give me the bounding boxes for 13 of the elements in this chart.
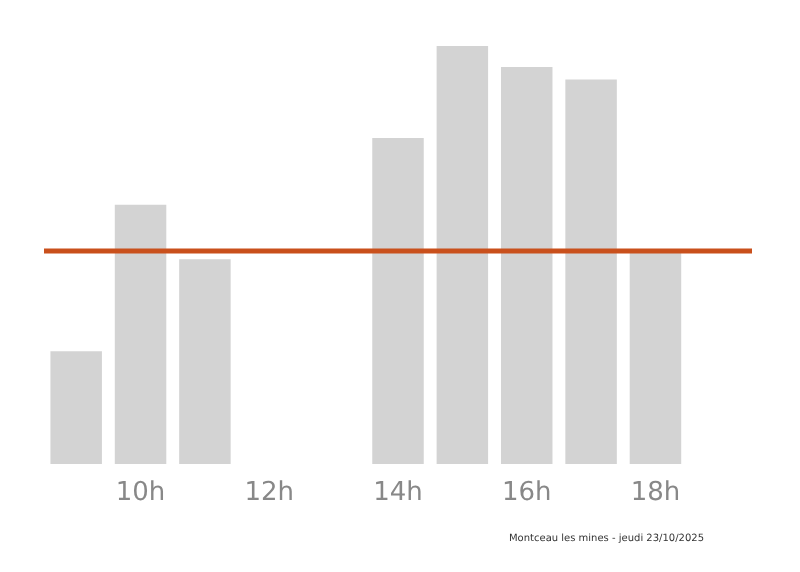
bar: [372, 137, 424, 464]
bar: [500, 66, 553, 464]
x-tick-label: 10h: [115, 478, 166, 508]
bar: [565, 79, 617, 464]
x-tick-label: 12h: [244, 478, 295, 508]
bar: [179, 259, 231, 464]
bar: [436, 46, 489, 464]
x-tick-label: 18h: [630, 478, 681, 508]
x-tick-label: 16h: [501, 478, 552, 508]
bar: [629, 250, 682, 464]
bar: [50, 351, 102, 464]
x-tick-label: 14h: [373, 478, 423, 508]
bar: [114, 204, 167, 464]
